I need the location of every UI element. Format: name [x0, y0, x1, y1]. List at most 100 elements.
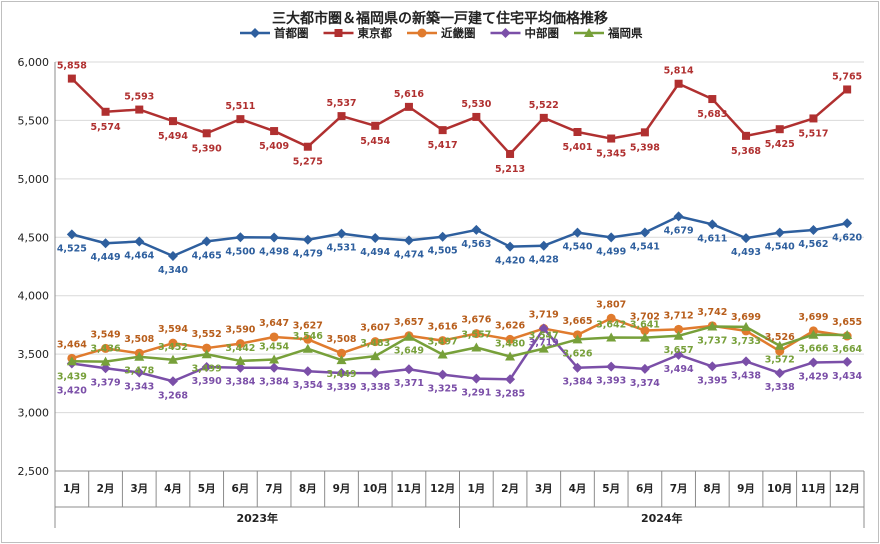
data-point	[808, 357, 819, 368]
x-tick-label: 9月	[737, 483, 755, 495]
x-tick-label: 5月	[602, 483, 620, 495]
data-label: 3,699	[798, 312, 828, 323]
data-point	[236, 115, 245, 124]
data-point	[573, 127, 582, 136]
data-label: 4,679	[664, 225, 694, 236]
data-point	[168, 338, 178, 348]
data-point	[539, 113, 548, 122]
data-label: 5,417	[428, 140, 458, 151]
data-point	[639, 363, 650, 374]
data-point	[707, 219, 718, 230]
data-label: 3,454	[259, 342, 289, 353]
data-label: 3,627	[293, 320, 323, 331]
data-label: 5,213	[495, 164, 525, 175]
data-point	[437, 231, 448, 242]
data-label: 3,354	[293, 380, 323, 391]
data-label: 3,642	[596, 320, 626, 331]
data-label: 5,765	[832, 71, 862, 82]
data-point	[403, 364, 414, 375]
data-point	[302, 343, 313, 353]
data-label: 3,420	[57, 385, 87, 396]
data-point	[134, 351, 145, 361]
data-point	[270, 127, 279, 136]
data-label: 4,494	[360, 247, 390, 258]
legend-label: 中部圏	[525, 26, 560, 40]
data-label: 3,733	[731, 336, 761, 347]
data-point	[606, 313, 616, 323]
data-point	[607, 134, 616, 143]
data-label: 5,616	[394, 89, 424, 100]
data-point	[235, 339, 245, 349]
data-label: 3,449	[326, 369, 356, 380]
data-label: 5,345	[596, 149, 626, 160]
data-point	[66, 229, 77, 240]
data-label: 4,479	[293, 249, 323, 260]
data-label: 5,390	[192, 143, 222, 154]
data-point	[741, 356, 752, 367]
data-label: 4,611	[697, 233, 727, 244]
data-label: 3,699	[731, 312, 761, 323]
data-point	[505, 334, 515, 344]
data-point	[707, 361, 718, 372]
data-label: 3,742	[697, 307, 727, 318]
data-label: 3,483	[360, 338, 390, 349]
data-label: 3,452	[158, 342, 188, 353]
data-label: 5,494	[158, 131, 188, 142]
y-tick-label: 4,000	[18, 290, 50, 303]
data-point	[673, 211, 684, 222]
y-tick-label: 3,500	[18, 348, 50, 361]
data-label: 3,379	[91, 377, 121, 388]
data-point	[134, 236, 145, 247]
data-point	[202, 129, 211, 138]
data-point	[337, 112, 346, 121]
data-point	[471, 373, 482, 384]
data-label: 5,522	[529, 100, 559, 111]
data-point	[742, 131, 751, 140]
x-tick-label: 12月	[835, 483, 860, 495]
data-label: 5,683	[697, 109, 727, 120]
data-label: 3,325	[428, 384, 458, 395]
data-point	[505, 351, 516, 361]
data-label: 4,525	[57, 243, 87, 254]
data-point	[538, 323, 549, 334]
data-label: 3,384	[225, 377, 255, 388]
data-label: 3,285	[495, 388, 525, 399]
data-point	[438, 126, 447, 135]
data-point	[235, 232, 246, 243]
legend-marker	[417, 28, 427, 38]
data-label: 3,549	[91, 329, 121, 340]
legend-marker	[334, 29, 343, 37]
x-tick-label: 3月	[535, 483, 553, 495]
data-point	[741, 233, 752, 244]
data-point	[673, 330, 684, 340]
data-label: 3,712	[664, 310, 694, 321]
data-label: 3,268	[158, 390, 188, 401]
data-point	[101, 343, 111, 353]
data-label: 3,434	[832, 371, 862, 382]
data-label: 5,537	[326, 98, 356, 109]
legend-label: 首都圏	[274, 26, 309, 40]
data-point	[505, 374, 516, 385]
data-label: 5,593	[124, 92, 154, 103]
data-label: 3,338	[360, 382, 390, 393]
data-point	[100, 363, 111, 374]
data-point	[774, 227, 785, 238]
data-label: 5,517	[798, 128, 828, 139]
data-point	[135, 105, 144, 114]
data-point	[774, 340, 785, 350]
data-label: 3,552	[192, 329, 222, 340]
legend-label: 福岡県	[607, 26, 643, 40]
data-point	[337, 348, 347, 358]
data-point	[505, 241, 516, 252]
data-point	[134, 367, 145, 378]
data-label: 3,442	[225, 343, 255, 354]
data-label: 5,398	[630, 142, 660, 153]
data-point	[808, 329, 819, 339]
legend-marker	[250, 28, 260, 38]
data-label: 3,590	[225, 325, 255, 336]
data-label: 5,530	[461, 99, 491, 110]
data-label: 3,497	[428, 336, 458, 347]
x-tick-label: 5月	[198, 483, 216, 495]
data-point	[167, 354, 178, 364]
data-label: 3,429	[798, 371, 828, 382]
